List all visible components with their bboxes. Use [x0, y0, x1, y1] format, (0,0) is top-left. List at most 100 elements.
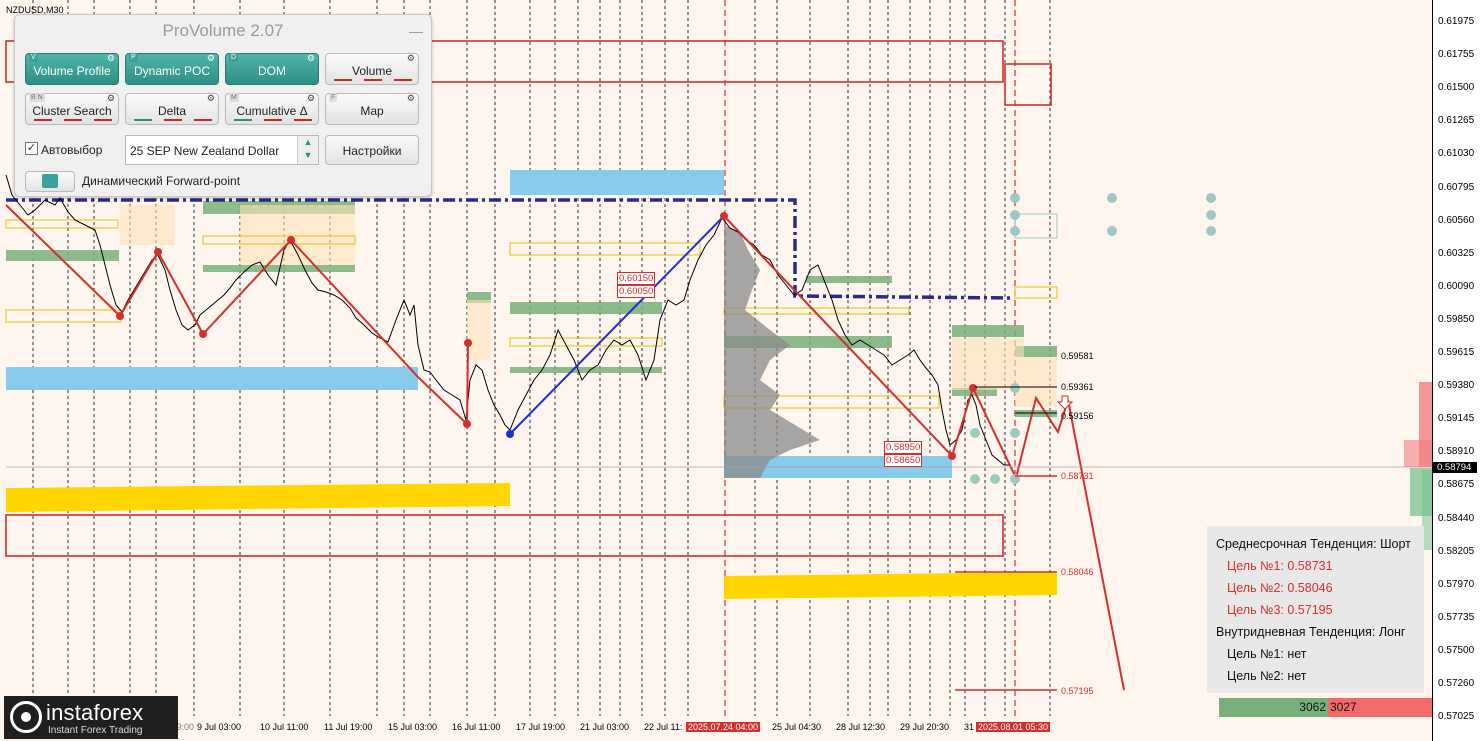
price-tick: 0.59380 — [1438, 380, 1475, 392]
gear-icon[interactable]: ⚙ — [306, 93, 315, 103]
instaforex-logo: instaforex Instant Forex Trading — [4, 696, 178, 739]
price-series — [5, 174, 1017, 479]
spin-icon[interactable]: ▲ ▼ — [297, 136, 318, 164]
dynamic-poc-button[interactable]: P ⚙ Dynamic POC — [125, 53, 219, 85]
midterm-target-3: Цель №3: 0.57195 — [1227, 603, 1333, 617]
price-tick: 0.57260 — [1438, 678, 1475, 689]
price-tick: 0.60795 — [1438, 181, 1475, 193]
price-chart[interactable] — [0, 0, 1432, 741]
volume-profile-button[interactable]: V ⚙ Volume Profile — [25, 53, 119, 85]
hotkey-badge: M — [229, 93, 239, 102]
support-box[interactable] — [5, 514, 1004, 557]
gear-icon[interactable]: ⚙ — [206, 53, 215, 63]
gear-icon[interactable]: ⚙ — [106, 93, 115, 103]
indicator-strip — [234, 119, 312, 122]
button-label: Volume — [351, 64, 393, 78]
time-label: 25 Jul 04:30 — [772, 722, 822, 732]
time-label: 9 Jul 03:00 — [197, 722, 242, 732]
price-tick: 0.60560 — [1438, 214, 1475, 226]
price-tick: 0.59850 — [1438, 313, 1475, 325]
intraday-target-1: Цель №1: нет — [1227, 647, 1307, 661]
symbol-label: NZDUSD,M30 — [6, 5, 64, 15]
price-tick: 0.61755 — [1438, 49, 1475, 61]
sell-volume: 3027 — [1328, 698, 1432, 717]
level-label: 0.59361 — [1061, 382, 1094, 392]
forward-point-toggle[interactable] — [25, 171, 75, 192]
cumulative-delta-button[interactable]: M ⚙ Cumulative Δ — [225, 93, 319, 125]
settings-button[interactable]: Настройки — [325, 135, 419, 165]
time-label: 29 Jul 20:30 — [900, 722, 950, 732]
price-tick: 0.58205 — [1438, 545, 1475, 557]
map-button[interactable]: F ⚙ Map — [325, 93, 419, 125]
price-tick: 0.58440 — [1438, 512, 1475, 524]
delta-button[interactable]: ⚙ Delta — [125, 93, 219, 125]
midterm-target-1: Цель №1: 0.58731 — [1227, 559, 1333, 573]
volume-button[interactable]: ⚙ Volume — [325, 53, 419, 85]
volume-profile — [724, 225, 820, 478]
provolume-panel[interactable]: ProVolume 2.07 — V ⚙ Volume Profile P ⚙ … — [14, 14, 432, 197]
blue-anchor — [506, 430, 514, 438]
gear-icon[interactable]: ⚙ — [406, 93, 415, 103]
button-label: Настройки — [342, 144, 402, 158]
time-label: 17 Jul 19:00 — [516, 722, 566, 732]
level-label: 0.59156 — [1061, 411, 1094, 421]
resistance-box[interactable] — [5, 40, 1004, 83]
time-label: 28 Jul 12:30 — [836, 722, 886, 732]
time-label: 15 Jul 03:00 — [388, 722, 438, 732]
dom-histogram — [1404, 382, 1432, 550]
poc-line — [6, 198, 1013, 300]
price-tick: 0.59145 — [1438, 413, 1475, 425]
level-box-label: 0.58950 — [884, 441, 923, 454]
level-label: 0.59581 — [1061, 351, 1094, 361]
price-tick: 0.57500 — [1438, 644, 1475, 656]
price-tick: 0.61265 — [1438, 115, 1475, 127]
cluster-search-button[interactable]: B N ⚙ Cluster Search — [25, 93, 119, 125]
autoselect-checkbox[interactable]: ✓ — [25, 142, 38, 155]
current-price-label: 0.58794 — [1433, 462, 1477, 473]
button-label: Cumulative Δ — [236, 104, 308, 118]
time-label: 10 Jul 11:00 — [260, 722, 309, 732]
panel-title: ProVolume 2.07 — [162, 21, 284, 40]
hotkey-badge: P — [129, 53, 138, 62]
instrument-value: 25 SEP New Zealand Dollar — [130, 144, 280, 158]
forward-point-label: Динамический Forward-point — [82, 174, 241, 188]
autoselect-label: Автовыбор — [41, 143, 103, 157]
indicator-strip — [134, 119, 212, 122]
price-tick: 0.58675 — [1438, 479, 1475, 491]
price-tick: 0.60325 — [1438, 247, 1475, 259]
zone-blue-left — [6, 367, 418, 390]
time-label-highlight: 2025.08.01 05:30 — [976, 722, 1051, 732]
price-tick: 0.58910 — [1438, 446, 1475, 458]
instrument-select[interactable]: 25 SEP New Zealand Dollar ▲ ▼ — [125, 135, 319, 165]
hotkey-badge: D — [229, 53, 239, 62]
price-tick: 0.61500 — [1438, 82, 1475, 94]
gear-icon[interactable]: ⚙ — [106, 53, 115, 63]
hotkey-badge: B N — [29, 93, 45, 102]
minimize-button[interactable]: — — [409, 23, 423, 39]
dom-button[interactable]: D ⚙ DOM — [225, 53, 319, 85]
gear-icon[interactable]: ⚙ — [306, 53, 315, 63]
level-label: 0.58731 — [1061, 471, 1094, 481]
level-label: 0.58046 — [1061, 567, 1094, 577]
logo-subtext: Instant Forex Trading — [48, 725, 143, 736]
midterm-target-2: Цель №2: 0.58046 — [1227, 581, 1333, 595]
blue-trendline — [509, 215, 725, 435]
level-label: 0.57195 — [1061, 686, 1094, 696]
price-tick: 0.60090 — [1438, 280, 1475, 292]
resistance-box-right[interactable] — [1004, 63, 1052, 106]
projection-box — [1014, 213, 1058, 239]
button-label: Delta — [157, 104, 186, 118]
hotkey-badge: F — [329, 93, 338, 102]
zone-yellow-left — [6, 483, 510, 512]
price-tick: 0.61030 — [1438, 148, 1475, 160]
price-axis[interactable] — [1432, 0, 1480, 741]
gear-icon[interactable]: ⚙ — [206, 93, 215, 103]
intraday-trend: Внутридневная Тенденция: Лонг — [1216, 625, 1406, 639]
time-label: 31 — [964, 722, 975, 732]
price-tick: 0.61975 — [1438, 16, 1475, 27]
level-lines — [975, 386, 1057, 414]
zigzag-points — [116, 212, 977, 460]
level-box-label: 0.58650 — [884, 454, 923, 467]
gear-icon[interactable]: ⚙ — [406, 53, 415, 63]
zigzag-down — [5, 204, 469, 427]
